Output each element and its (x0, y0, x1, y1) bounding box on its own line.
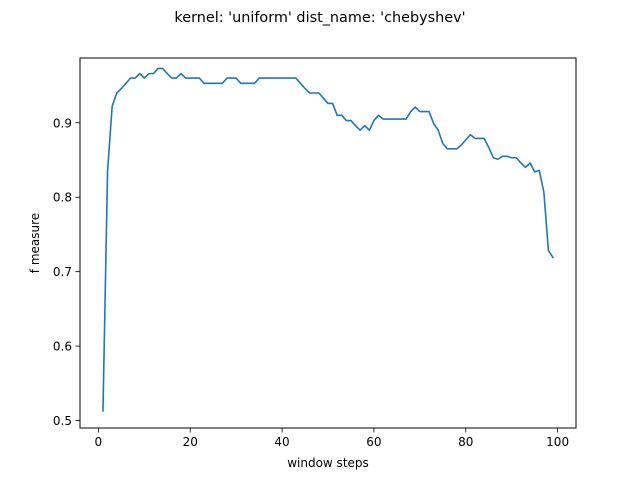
y-tick-label: 0.5 (53, 414, 72, 428)
y-tick-label: 0.8 (53, 191, 72, 205)
x-tick-label: 40 (274, 435, 289, 449)
y-axis-ticks: 0.5 0.6 0.7 0.8 0.9 (53, 116, 80, 428)
x-tick-label: 100 (546, 435, 569, 449)
x-axis-label: window steps (287, 456, 369, 470)
x-tick-label: 80 (458, 435, 473, 449)
y-axis-label: f measure (28, 213, 42, 273)
x-tick-label: 0 (95, 435, 103, 449)
x-axis-ticks: 0 20 40 60 80 100 (95, 428, 569, 449)
chart-title: kernel: 'uniform' dist_name: 'chebyshev' (174, 10, 465, 26)
x-tick-label: 20 (183, 435, 198, 449)
series-line (102, 67, 555, 412)
plot-frame (79, 57, 577, 429)
y-tick-label: 0.7 (53, 265, 72, 279)
plot-area (80, 58, 576, 428)
y-tick-label: 0.9 (53, 116, 72, 130)
series-group (102, 67, 555, 412)
x-tick-label: 60 (366, 435, 381, 449)
y-tick-label: 0.6 (53, 340, 72, 354)
